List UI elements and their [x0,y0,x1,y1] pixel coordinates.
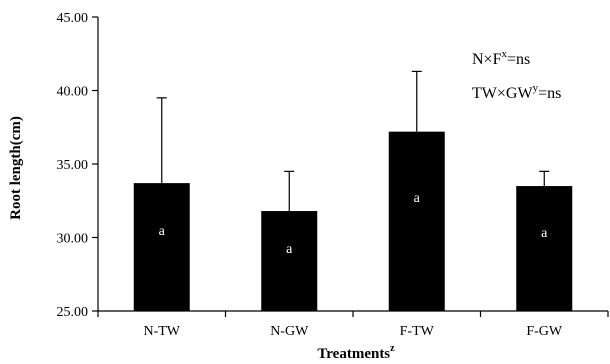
annotation-nxf-result: =ns [507,51,530,68]
x-axis-ticks: N-TW N-GW F-TW F-GW [97,311,609,339]
y-tick-label: 25.00 [57,305,89,320]
x-axis-title-main: Treatments [317,346,390,362]
bars: a a a a [133,70,573,311]
annotation-nxf: N×Fx=ns [472,48,530,68]
x-axis-title: Treatmentsz [317,343,395,362]
annotation-twxgw: TW×GWy=ns [472,82,561,102]
bar-n-tw [133,183,190,311]
significance-label: a [541,226,548,241]
bar-f-gw [516,186,573,311]
significance-label: a [414,191,421,206]
y-axis-ticks: 25.00 30.00 35.00 40.00 45.00 [57,11,98,320]
x-axis-title-sup: z [390,343,395,354]
y-tick-label: 35.00 [57,158,89,173]
significance-label: a [159,224,166,239]
annotation-nxf-main: N×F [472,51,502,68]
bar-n-gw [261,211,318,311]
y-axis-title: Root length(cm) [8,116,24,220]
annotation-twxgw-main: TW×GW [472,85,533,102]
annotation-twxgw-sup: y [533,82,539,94]
x-tick-label: N-GW [270,324,309,339]
significance-label: a [286,242,293,257]
annotation-nxf-sup: x [501,48,507,60]
x-tick-label: N-TW [143,324,180,339]
annotation-twxgw-result: =ns [538,85,561,102]
y-tick-label: 30.00 [57,232,89,247]
y-tick-label: 45.00 [57,11,89,26]
y-tick-label: 40.00 [57,85,89,100]
x-tick-label: F-GW [526,324,563,339]
x-tick-label: F-TW [400,324,435,339]
bar-f-tw [388,131,445,311]
